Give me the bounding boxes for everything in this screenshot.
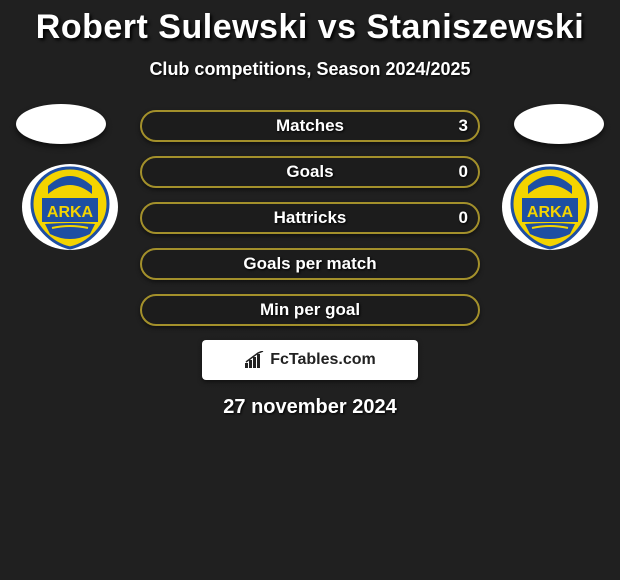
stat-row-matches: Matches 3	[140, 110, 480, 142]
stat-label: Hattricks	[274, 208, 347, 228]
generated-date: 27 november 2024	[0, 396, 620, 419]
card: Robert Sulewski vs Staniszewski Club com…	[0, 0, 620, 419]
stat-label: Goals per match	[243, 254, 376, 274]
stat-right: 0	[459, 162, 468, 182]
page-title: Robert Sulewski vs Staniszewski	[0, 8, 620, 47]
stats-block: SPÓŁKA ARKA SPÓŁKA ARKA Matc	[0, 110, 620, 419]
watermark-text: FcTables.com	[270, 351, 376, 369]
player-photo-left	[16, 104, 106, 144]
svg-text:SPÓŁKA: SPÓŁKA	[533, 188, 567, 197]
stat-row-hattricks: Hattricks 0	[140, 202, 480, 234]
club-badge-left: SPÓŁKA ARKA	[20, 162, 120, 252]
stat-label: Min per goal	[260, 300, 360, 320]
watermark: FcTables.com	[202, 340, 418, 380]
bars-icon	[244, 351, 266, 369]
stat-rows: Matches 3 Goals 0 Hattricks 0 Goals per …	[140, 110, 480, 326]
stat-row-goals: Goals 0	[140, 156, 480, 188]
stat-right: 0	[459, 208, 468, 228]
svg-text:ARKA: ARKA	[47, 204, 94, 221]
player-photo-right	[514, 104, 604, 144]
arka-crest-icon: SPÓŁKA ARKA	[20, 162, 120, 252]
subtitle: Club competitions, Season 2024/2025	[0, 59, 620, 80]
svg-text:SPÓŁKA: SPÓŁKA	[53, 188, 87, 197]
arka-crest-icon: SPÓŁKA ARKA	[500, 162, 600, 252]
stat-label: Matches	[276, 116, 344, 136]
stat-label: Goals	[286, 162, 333, 182]
stat-row-goals-per-match: Goals per match	[140, 248, 480, 280]
stat-row-min-per-goal: Min per goal	[140, 294, 480, 326]
stat-right: 3	[459, 116, 468, 136]
club-badge-right: SPÓŁKA ARKA	[500, 162, 600, 252]
svg-text:ARKA: ARKA	[527, 204, 574, 221]
